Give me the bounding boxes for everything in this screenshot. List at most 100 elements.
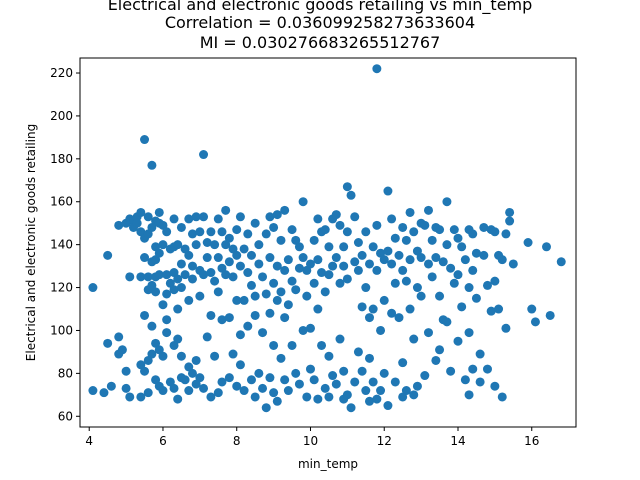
scatter-point xyxy=(383,186,393,196)
scatter-point xyxy=(265,308,275,318)
scatter-point xyxy=(169,383,179,393)
scatter-point xyxy=(335,220,345,230)
scatter-point xyxy=(206,392,216,402)
scatter-point xyxy=(313,304,323,314)
scatter-point xyxy=(457,242,467,252)
scatter-point xyxy=(235,212,245,222)
scatter-point xyxy=(387,214,397,224)
scatter-point xyxy=(228,272,238,282)
scatter-point xyxy=(140,310,150,320)
scatter-point xyxy=(416,291,426,301)
y-tick-label: 180 xyxy=(50,152,73,166)
scatter-point xyxy=(475,377,485,387)
scatter-point xyxy=(460,255,470,265)
scatter-point xyxy=(490,276,500,286)
scatter-point xyxy=(372,220,382,230)
scatter-point xyxy=(184,214,194,224)
scatter-point xyxy=(143,388,153,398)
scatter-point xyxy=(379,255,389,265)
scatter-point xyxy=(313,255,323,265)
scatter-point xyxy=(486,306,496,316)
scatter-point xyxy=(291,368,301,378)
scatter-point xyxy=(103,250,113,260)
scatter-point xyxy=(335,334,345,344)
scatter-point xyxy=(449,225,459,235)
scatter-point xyxy=(254,368,264,378)
chart-title-line-3: MI = 0.030276683265512767 xyxy=(200,33,441,52)
scatter-point xyxy=(250,291,260,301)
scatter-point xyxy=(287,276,297,286)
scatter-point xyxy=(372,265,382,275)
scatter-point xyxy=(147,160,157,170)
scatter-point xyxy=(464,390,474,400)
scatter-point xyxy=(151,287,161,297)
scatter-point xyxy=(261,289,271,299)
scatter-point xyxy=(213,253,223,263)
scatter-point xyxy=(132,218,142,228)
scatter-point xyxy=(331,379,341,389)
scatter-point xyxy=(361,227,371,237)
scatter-point xyxy=(184,295,194,305)
scatter-point xyxy=(184,386,194,396)
scatter-point xyxy=(154,270,164,280)
scatter-point xyxy=(420,220,430,230)
scatter-point xyxy=(158,300,168,310)
scatter-point xyxy=(442,317,452,327)
scatter-point xyxy=(254,259,264,269)
scatter-point xyxy=(143,272,153,282)
scatter-point xyxy=(324,242,334,252)
scatter-point xyxy=(169,285,179,295)
scatter-point xyxy=(409,390,419,400)
scatter-point xyxy=(224,233,234,243)
scatter-point xyxy=(258,328,268,338)
scatter-point xyxy=(339,366,349,376)
scatter-point xyxy=(217,377,227,387)
scatter-point xyxy=(173,394,183,404)
scatter-point xyxy=(431,253,441,263)
scatter-point xyxy=(409,334,419,344)
scatter-point xyxy=(125,272,135,282)
scatter-point xyxy=(361,283,371,293)
scatter-point xyxy=(405,207,415,217)
scatter-point xyxy=(210,276,220,286)
scatter-point xyxy=(412,283,422,293)
scatter-point xyxy=(187,261,197,271)
scatter-point xyxy=(368,377,378,387)
scatter-point xyxy=(246,250,256,260)
scatter-point xyxy=(446,263,456,273)
scatter-point xyxy=(195,291,205,301)
scatter-point xyxy=(346,403,356,413)
scatter-point xyxy=(320,287,330,297)
scatter-point xyxy=(376,325,386,335)
scatter-point xyxy=(114,332,124,342)
scatter-point xyxy=(394,313,404,323)
scatter-point xyxy=(187,368,197,378)
y-tick-label: 100 xyxy=(50,323,73,337)
scatter-point xyxy=(224,373,234,383)
scatter-point xyxy=(121,383,131,393)
scatter-point xyxy=(416,253,426,263)
scatter-point xyxy=(350,377,360,387)
scatter-point xyxy=(494,304,504,314)
scatter-point xyxy=(154,248,164,258)
scatter-point xyxy=(449,278,459,288)
scatter-point xyxy=(353,347,363,357)
scatter-point xyxy=(206,310,216,320)
scatter-point xyxy=(224,313,234,323)
scatter-point xyxy=(501,323,511,333)
scatter-point xyxy=(342,274,352,284)
scatter-point xyxy=(235,360,245,370)
scatter-point xyxy=(427,272,437,282)
scatter-point xyxy=(210,240,220,250)
x-tick-label: 4 xyxy=(85,434,93,448)
scatter-point xyxy=(283,255,293,265)
scatter-point xyxy=(250,392,260,402)
scatter-point xyxy=(431,355,441,365)
scatter-point xyxy=(475,349,485,359)
scatter-point xyxy=(302,392,312,402)
scatter-point xyxy=(468,265,478,275)
scatter-point xyxy=(191,212,201,222)
scatter-point xyxy=(353,265,363,275)
scatter-point xyxy=(88,283,98,293)
